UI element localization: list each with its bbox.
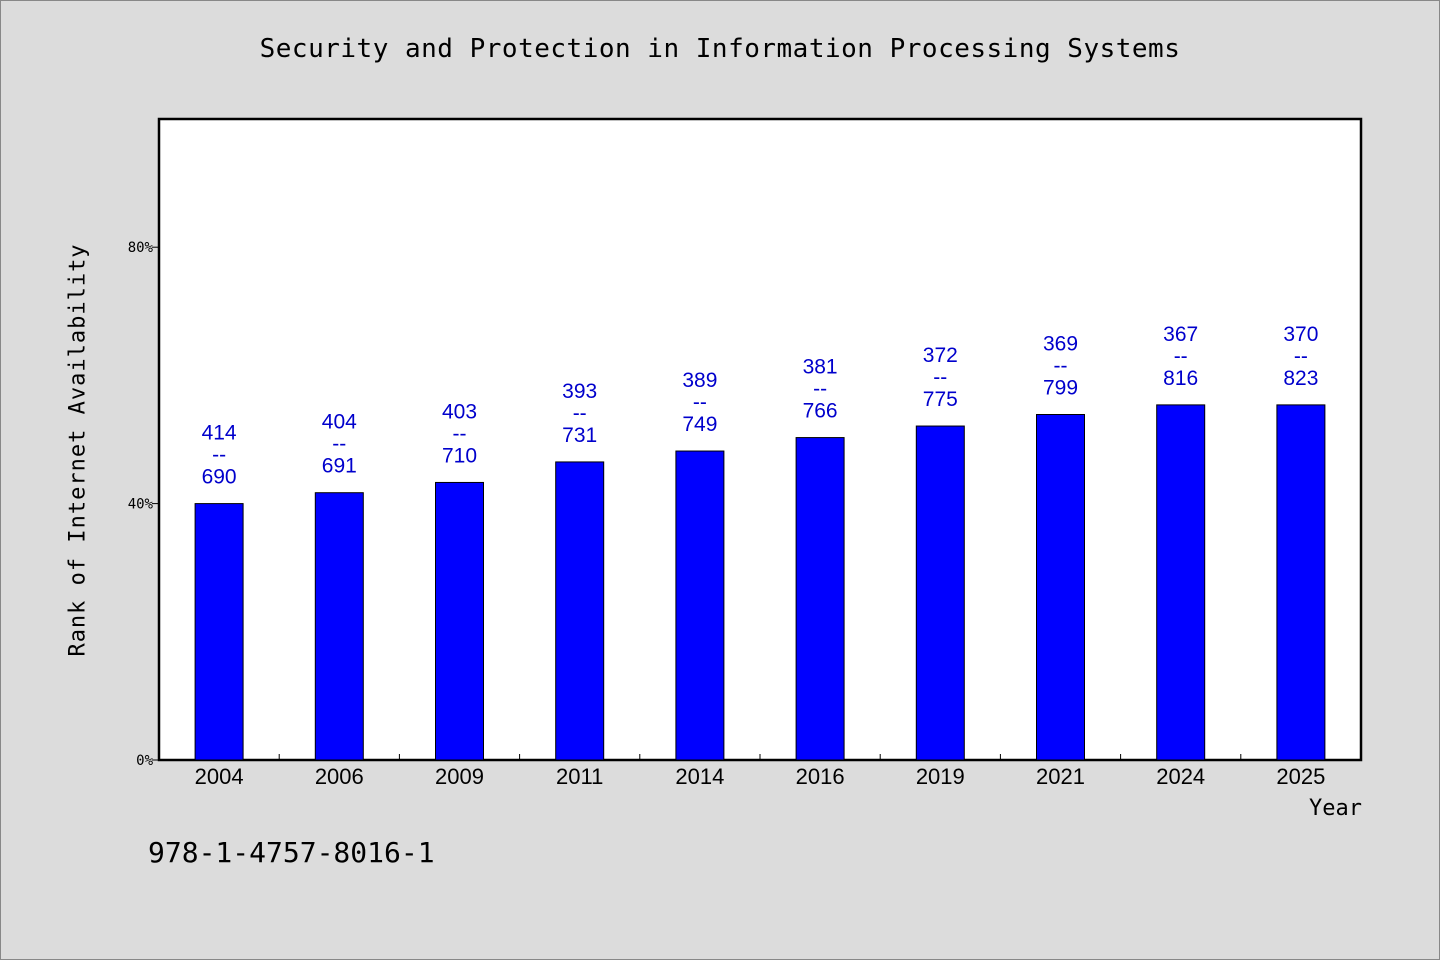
data-label-2011: 393--731 [562, 380, 597, 447]
chart-title: Security and Protection in Information P… [259, 34, 1181, 64]
x-tick-label: 2024 [1156, 764, 1205, 789]
data-label-value: 766 [803, 400, 838, 423]
bar-2014 [675, 450, 725, 761]
data-label-2025: 370--823 [1283, 323, 1318, 390]
data-label-2004: 414--690 [202, 422, 237, 489]
data-label-value: 691 [322, 455, 357, 478]
data-label-separator: -- [332, 433, 346, 456]
data-label-separator: -- [212, 444, 226, 467]
bar-2006 [314, 492, 364, 761]
data-label-value: 749 [682, 413, 717, 436]
x-tick-label: 2025 [1276, 764, 1325, 789]
data-label-value: 823 [1283, 367, 1318, 390]
y-tick-label: 0% [136, 753, 153, 769]
bar-2004 [194, 503, 244, 761]
bar-series [194, 404, 1326, 761]
x-tick-label: 2009 [435, 764, 484, 789]
data-label-2006: 404--691 [322, 411, 357, 478]
data-label-value: 731 [562, 424, 597, 447]
data-label-value: 799 [1043, 377, 1078, 400]
bar-2021 [1036, 414, 1085, 761]
y-axis: 0% 40% 80% [128, 240, 159, 769]
data-label-value: 369 [1043, 333, 1078, 356]
data-label-2024: 367--816 [1163, 323, 1198, 390]
data-label-value: 816 [1163, 367, 1198, 390]
data-label-2021: 369--799 [1043, 333, 1078, 400]
bar-2009 [435, 481, 484, 761]
data-label-value: 381 [803, 356, 838, 379]
data-label-value: 367 [1163, 323, 1198, 346]
x-axis: 2004 2006 2009 2011 2014 2016 2019 2021 2024 2025 [195, 754, 1325, 789]
data-label-value: 404 [322, 411, 357, 434]
data-label-separator: -- [573, 402, 587, 425]
bar-2019 [915, 425, 965, 761]
data-label-2016: 381--766 [803, 356, 838, 423]
bar-2011 [555, 461, 605, 761]
x-tick-label: 2019 [916, 764, 965, 789]
y-axis-label: Rank of Internet Availability [65, 243, 91, 657]
bar-2025 [1276, 404, 1326, 761]
data-label-value: 372 [923, 344, 958, 367]
data-label-2009: 403--710 [442, 400, 477, 467]
x-tick-label: 2021 [1036, 764, 1085, 789]
isbn-text: 978-1-4757-8016-1 [148, 836, 435, 869]
x-tick-label: 2014 [675, 764, 724, 789]
bar-2024 [1156, 404, 1206, 761]
y-tick-label: 40% [128, 497, 154, 513]
data-label-2014: 389--749 [682, 369, 717, 436]
data-label-value: 393 [562, 380, 597, 403]
x-axis-label: Year [1309, 796, 1362, 821]
data-label-value: 710 [442, 444, 477, 467]
x-tick-label: 2004 [195, 764, 244, 789]
y-tick-label: 80% [128, 240, 154, 256]
data-label-separator: -- [813, 378, 827, 401]
x-tick-label: 2016 [796, 764, 845, 789]
data-label-separator: -- [1054, 355, 1068, 378]
x-tick-label: 2006 [315, 764, 364, 789]
data-labels: 414--690404--691403--710393--731389--749… [202, 323, 1319, 489]
data-label-value: 403 [442, 400, 477, 423]
data-label-value: 414 [202, 422, 237, 445]
bar-2016 [795, 437, 845, 761]
data-label-separator: -- [1294, 345, 1308, 368]
data-label-separator: -- [933, 366, 947, 389]
x-tick-label: 2011 [556, 764, 603, 789]
data-label-separator: -- [693, 391, 707, 414]
data-label-separator: -- [453, 422, 467, 445]
data-label-value: 690 [202, 466, 237, 489]
data-label-value: 775 [923, 388, 958, 411]
data-label-separator: -- [1174, 345, 1188, 368]
data-label-2019: 372--775 [923, 344, 958, 411]
data-label-value: 370 [1283, 323, 1318, 346]
data-label-value: 389 [682, 369, 717, 392]
